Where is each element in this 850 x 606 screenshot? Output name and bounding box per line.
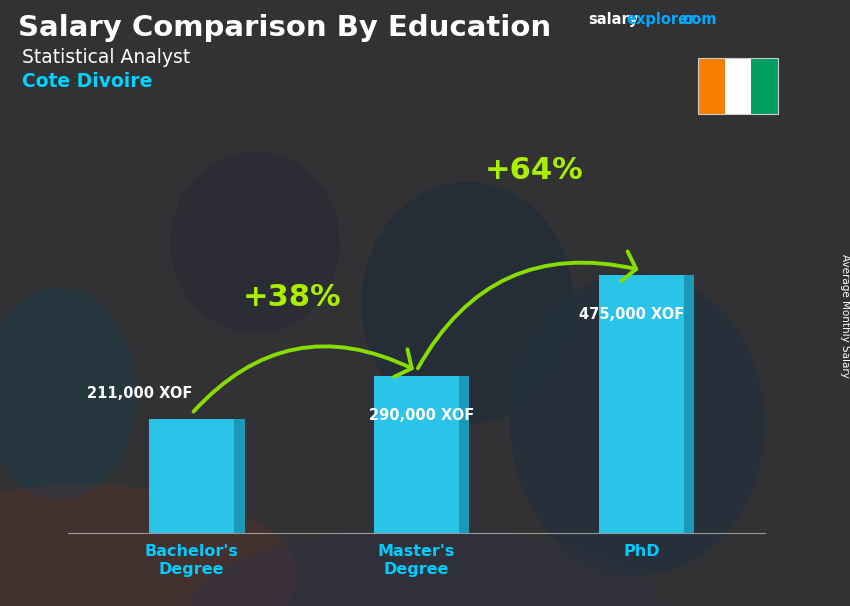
Bar: [751, 58, 778, 114]
Text: Statistical Analyst: Statistical Analyst: [22, 48, 190, 67]
Text: explorer: explorer: [626, 12, 695, 27]
Text: Average Monthly Salary: Average Monthly Salary: [840, 254, 850, 378]
Text: .com: .com: [678, 12, 717, 27]
Text: +64%: +64%: [484, 156, 583, 185]
Text: +38%: +38%: [243, 283, 342, 312]
Polygon shape: [459, 376, 469, 533]
Text: 211,000 XOF: 211,000 XOF: [87, 385, 192, 401]
Bar: [698, 58, 778, 114]
Ellipse shape: [361, 182, 574, 424]
Text: Salary Comparison By Education: Salary Comparison By Education: [18, 14, 551, 42]
Text: Cote Divoire: Cote Divoire: [22, 72, 152, 91]
Polygon shape: [684, 275, 694, 533]
Bar: [698, 58, 725, 114]
Text: 290,000 XOF: 290,000 XOF: [369, 408, 474, 423]
Text: salary: salary: [588, 12, 638, 27]
Ellipse shape: [0, 485, 298, 606]
Bar: [598, 275, 684, 533]
Bar: [725, 58, 751, 114]
Bar: [374, 376, 459, 533]
Text: 475,000 XOF: 475,000 XOF: [579, 307, 684, 322]
Ellipse shape: [510, 273, 765, 576]
Polygon shape: [235, 419, 245, 533]
Ellipse shape: [0, 288, 136, 500]
Ellipse shape: [170, 152, 340, 333]
Bar: [149, 419, 235, 533]
Ellipse shape: [191, 530, 659, 606]
